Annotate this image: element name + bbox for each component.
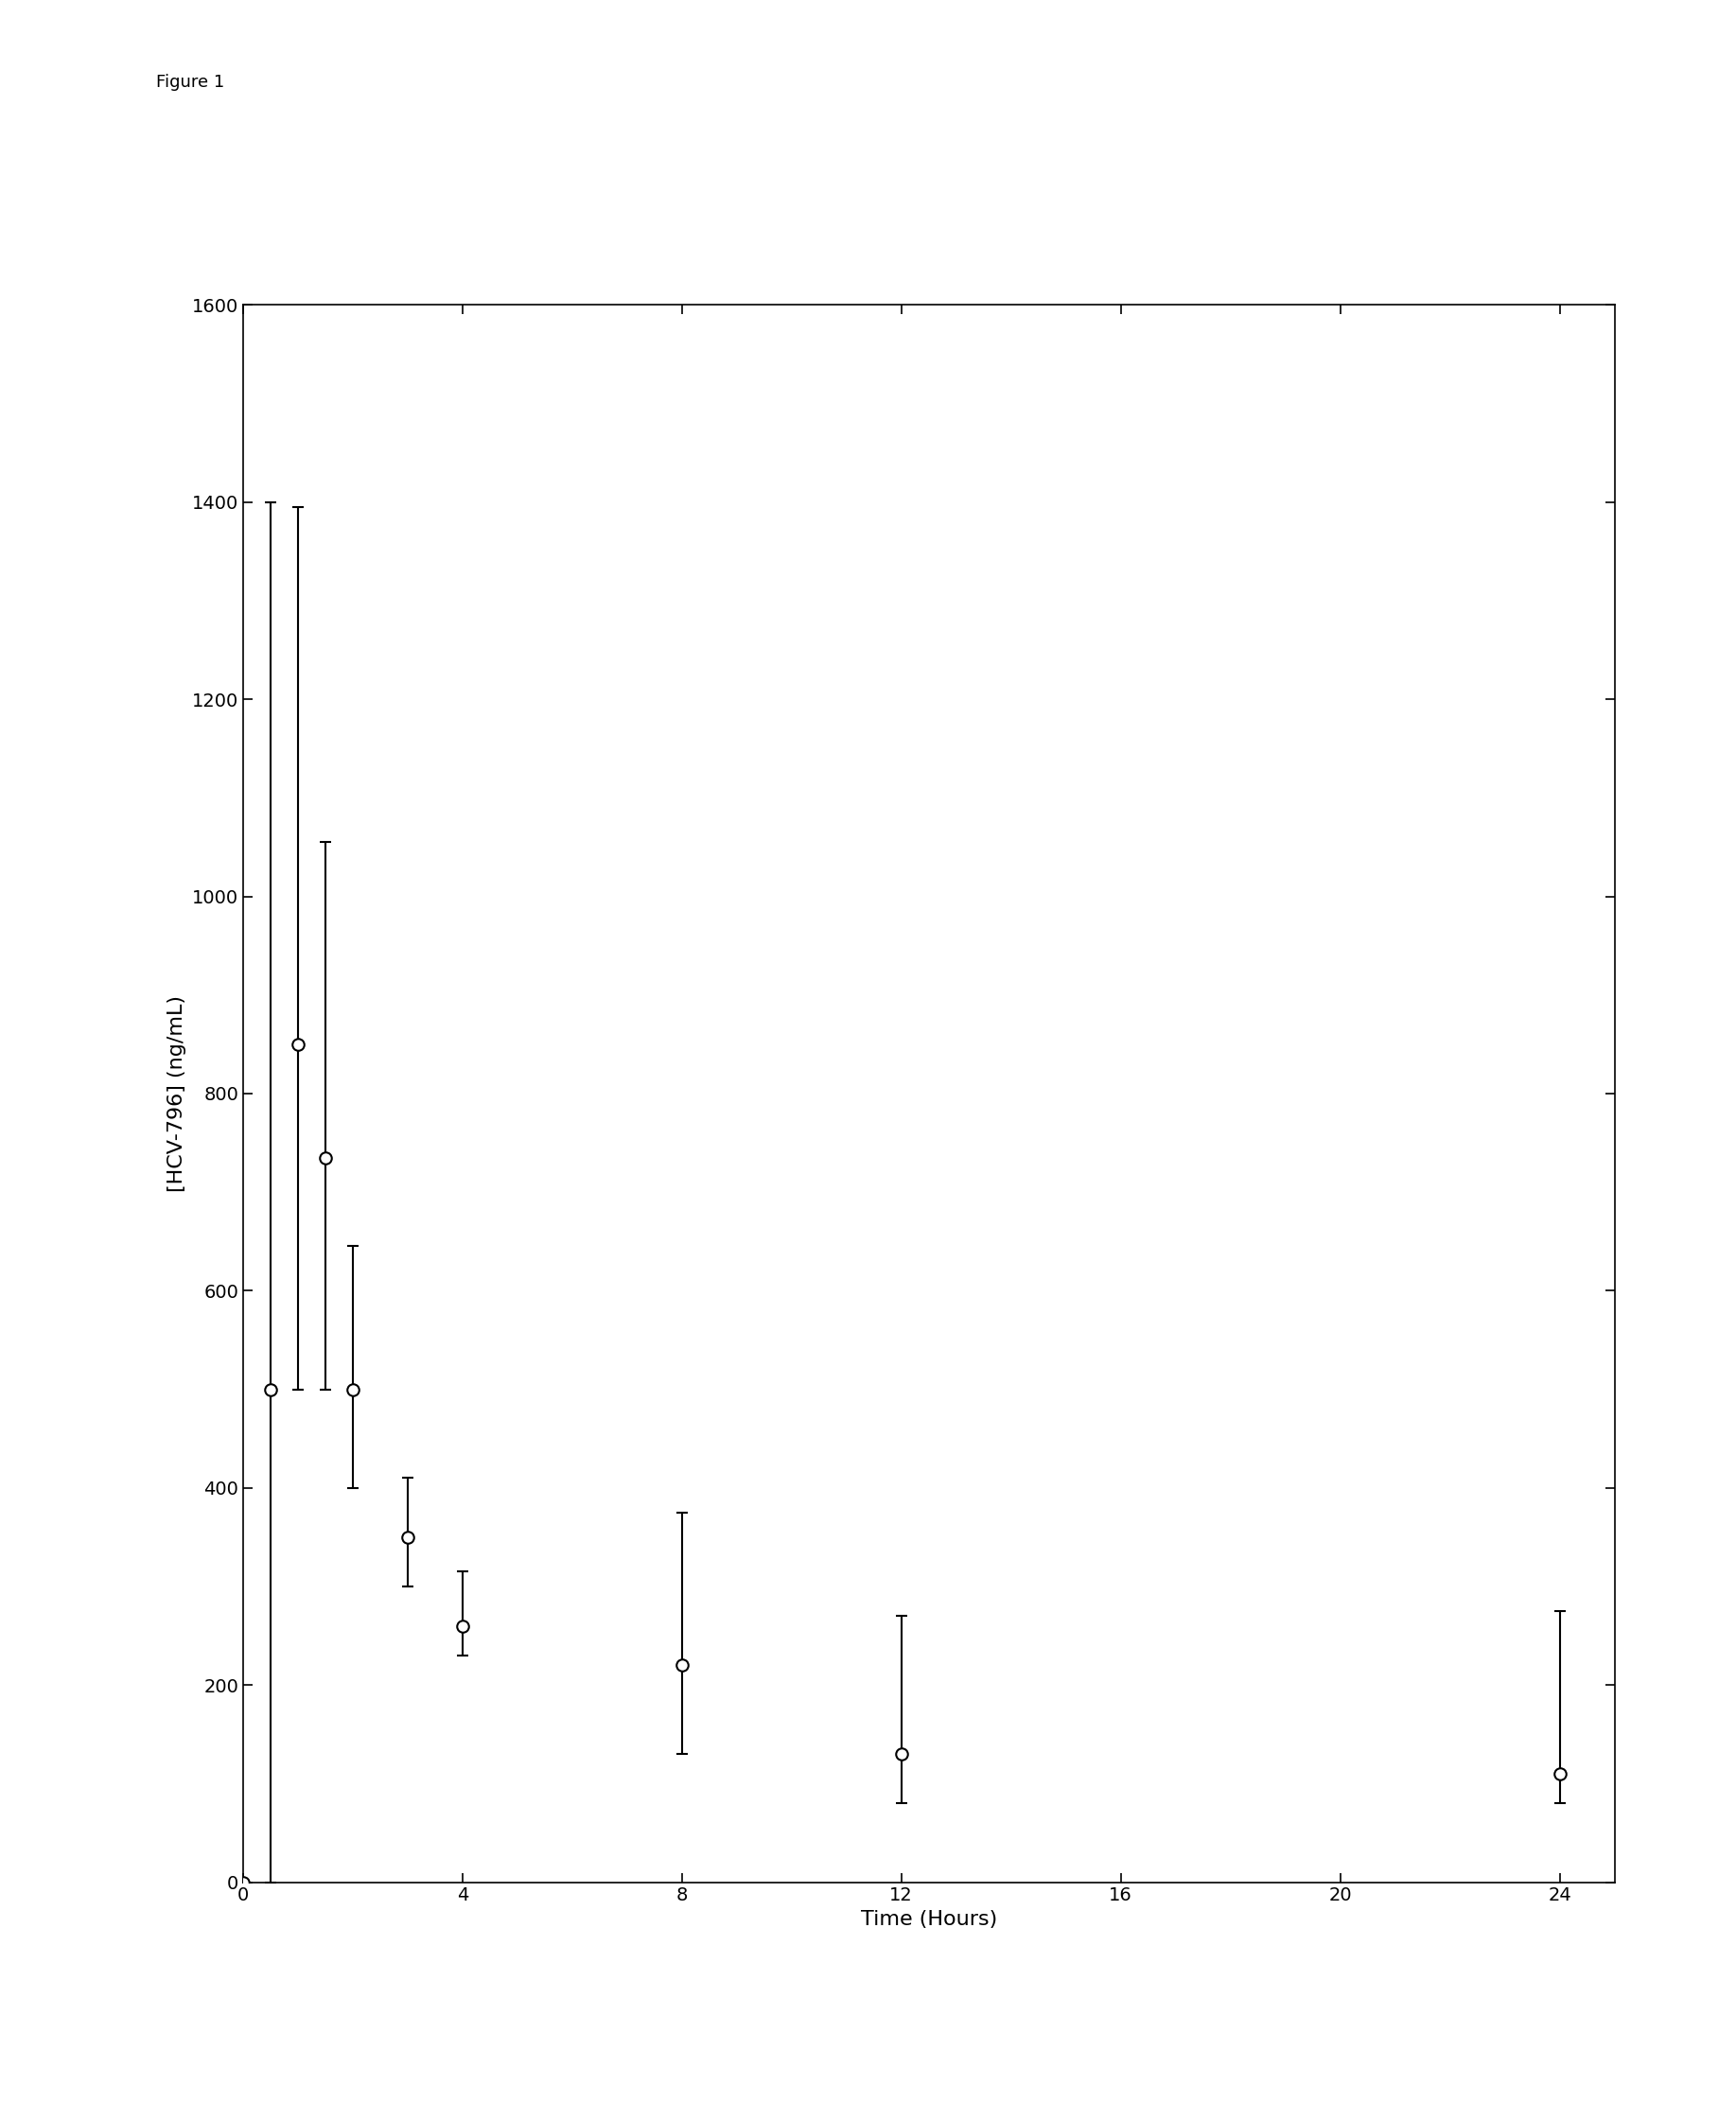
X-axis label: Time (Hours): Time (Hours): [861, 1910, 996, 1928]
Y-axis label: [HCV-796] (ng/mL): [HCV-796] (ng/mL): [168, 995, 186, 1192]
Text: Figure 1: Figure 1: [156, 74, 224, 90]
